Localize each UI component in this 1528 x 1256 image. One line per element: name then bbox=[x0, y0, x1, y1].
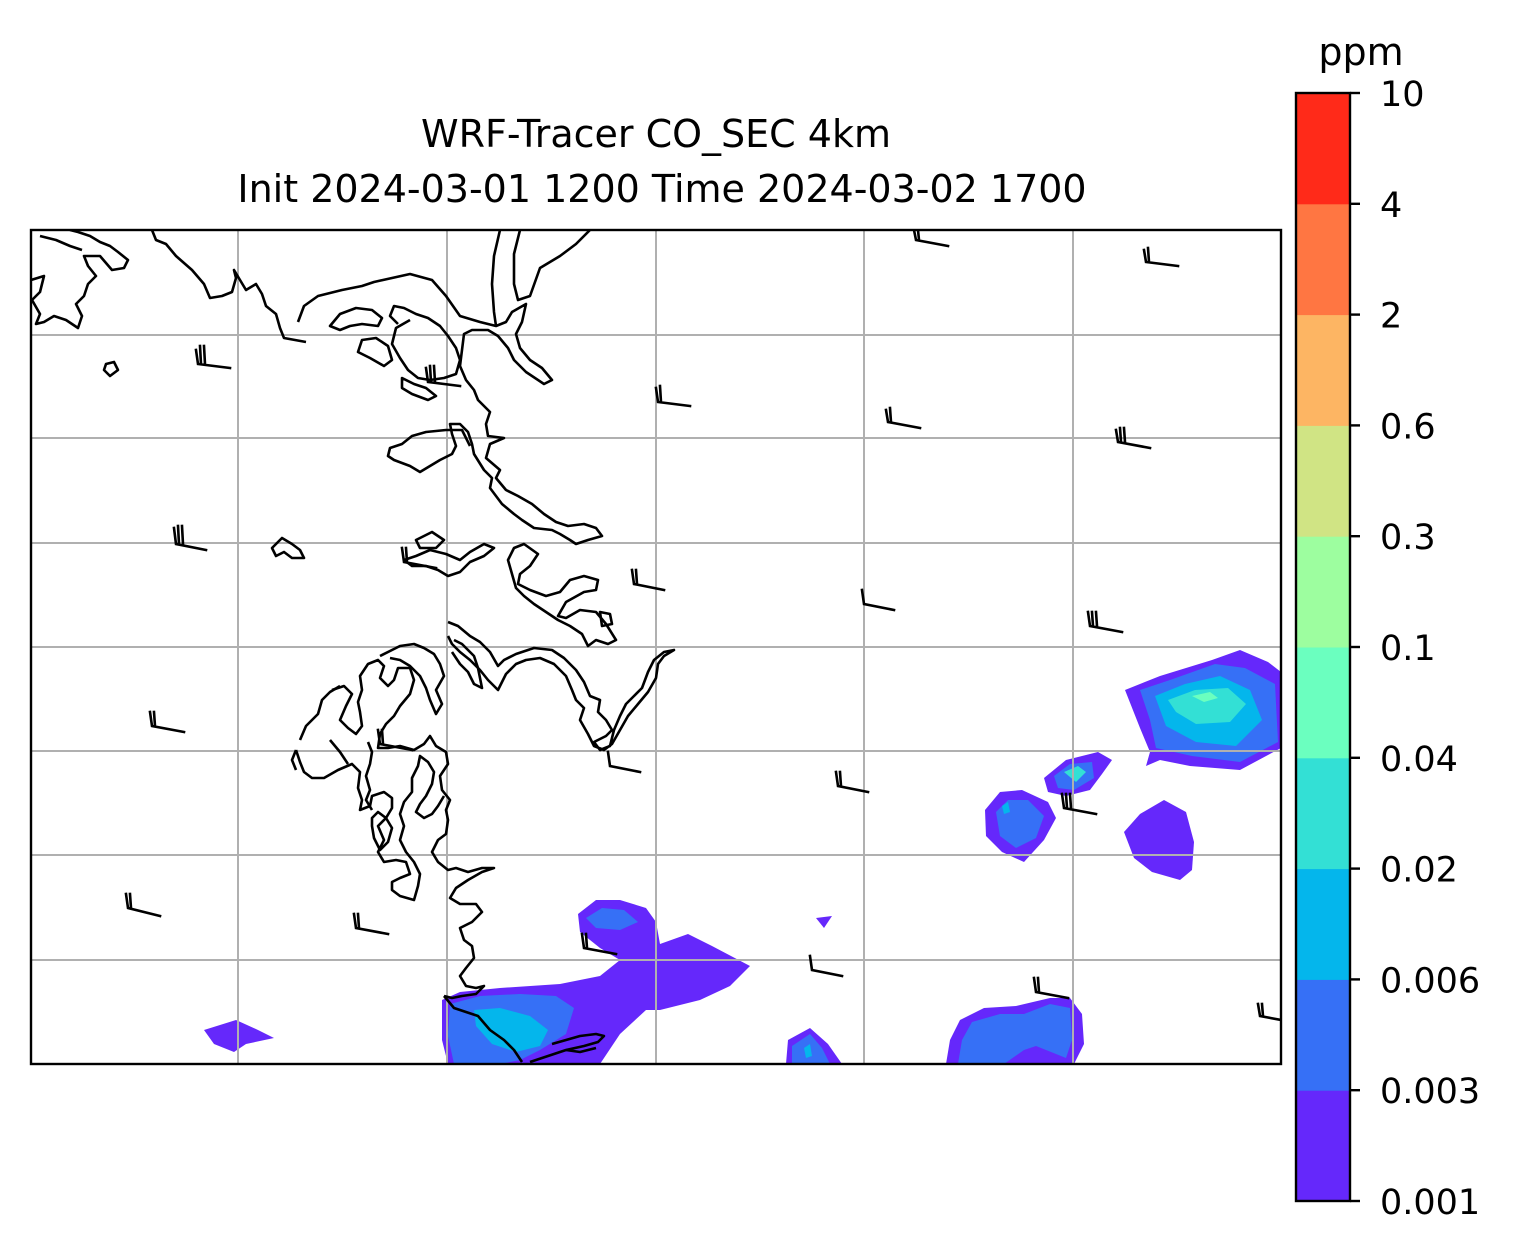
colorbar-tick-label: 0.02 bbox=[1380, 851, 1458, 891]
colorbar-unit-label: ppm bbox=[1318, 30, 1403, 74]
colorbar: ppm 0.001 0.003 0.006 0.02 0.04 0.1 0.3 0.6 2 4 10 bbox=[1294, 30, 1480, 1223]
contour-blob-6 bbox=[816, 916, 832, 928]
contour-plume-east-l4 bbox=[1168, 688, 1246, 724]
colorbar-segment bbox=[1296, 93, 1350, 205]
wind-barb bbox=[580, 932, 618, 956]
wind-barb bbox=[834, 770, 870, 794]
contour-blob-3 bbox=[1124, 800, 1194, 880]
colorbar-tick-label: 2 bbox=[1380, 297, 1402, 337]
colorbar-segment bbox=[1296, 425, 1350, 537]
map-panel bbox=[31, 230, 1281, 1064]
contour-blob-4-l2 bbox=[958, 1004, 1072, 1064]
colorbar-tick-label: 0.04 bbox=[1380, 740, 1458, 780]
colorbar-tick-label: 0.1 bbox=[1380, 629, 1436, 669]
wind-barb bbox=[1142, 246, 1180, 268]
colorbar-segment bbox=[1296, 314, 1350, 426]
wind-barb bbox=[1114, 426, 1152, 450]
colorbar-segment bbox=[1296, 536, 1350, 648]
colorbar-tick-label: 0.003 bbox=[1380, 1072, 1480, 1112]
wind-barb bbox=[630, 568, 666, 592]
wind-barb bbox=[654, 384, 692, 408]
wind-barb bbox=[606, 750, 642, 774]
wind-barb bbox=[148, 710, 186, 734]
wind-barb bbox=[424, 364, 462, 388]
contour-blob-5-l3 bbox=[804, 1044, 812, 1058]
concentration-contours bbox=[204, 650, 1281, 1064]
colorbar-tick-label: 0.001 bbox=[1380, 1183, 1480, 1223]
colorbar-tick-label: 4 bbox=[1380, 186, 1402, 226]
wind-barb bbox=[912, 230, 950, 248]
wind-barb bbox=[376, 728, 414, 752]
colorbar-segment bbox=[1296, 979, 1350, 1091]
contour-plume-south-l2b bbox=[586, 908, 638, 930]
colorbar-segment bbox=[1296, 647, 1350, 759]
wind-barb bbox=[1256, 1002, 1281, 1022]
colorbar-segment bbox=[1296, 1090, 1350, 1202]
wind-barb bbox=[1086, 610, 1124, 634]
map-title-line-2: Init 2024-03-01 1200 Time 2024-03-02 170… bbox=[237, 167, 1086, 211]
wind-barb bbox=[1032, 976, 1070, 1000]
contour-plume-east-l5 bbox=[1192, 692, 1218, 702]
map-frame bbox=[29, 228, 1283, 1066]
contour-blob-1-l3 bbox=[1064, 766, 1086, 782]
wind-barb bbox=[884, 406, 922, 430]
wind-barbs bbox=[124, 230, 1281, 1022]
gridlines bbox=[31, 230, 1281, 1064]
wind-barb bbox=[860, 588, 896, 612]
wind-barb bbox=[1060, 792, 1098, 816]
wind-barb bbox=[352, 912, 390, 936]
colorbar-segment bbox=[1296, 203, 1350, 316]
contour-blob-2-l3 bbox=[1002, 802, 1010, 814]
colorbar-tick-label: 0.6 bbox=[1380, 407, 1436, 447]
colorbar-tick-label: 0.3 bbox=[1380, 518, 1436, 558]
contour-plume-south-l3 bbox=[474, 1008, 548, 1052]
colorbar-tick-label: 10 bbox=[1380, 75, 1425, 115]
map-title-line-1: WRF-Tracer CO_SEC 4km bbox=[421, 112, 891, 156]
contour-blob-5-l2 bbox=[792, 1034, 830, 1064]
wind-barb bbox=[194, 344, 232, 370]
wind-barb bbox=[400, 546, 438, 570]
wind-barb bbox=[172, 524, 208, 552]
colorbar-segment bbox=[1296, 757, 1350, 870]
wind-barb bbox=[808, 954, 844, 978]
coastline bbox=[31, 230, 676, 1064]
wind-barb bbox=[124, 892, 162, 918]
colorbar-segment bbox=[1296, 868, 1350, 980]
colorbar-tick-label: 0.006 bbox=[1380, 961, 1480, 1001]
